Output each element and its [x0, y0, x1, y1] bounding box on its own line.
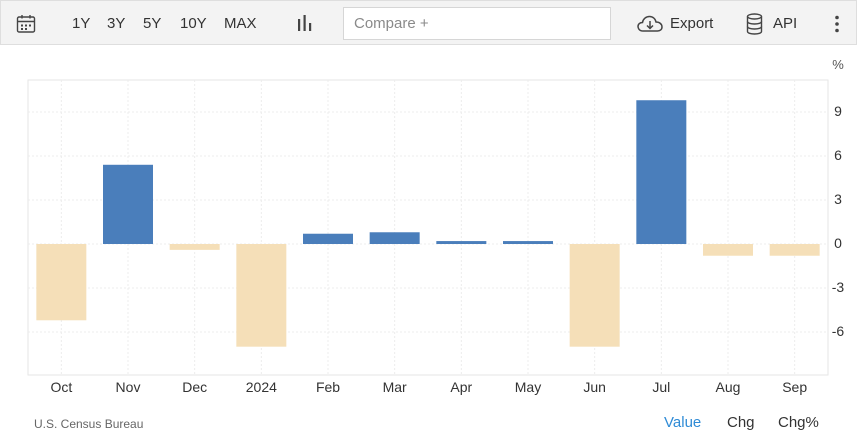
mode-chg-button[interactable]: Chg — [727, 414, 755, 431]
compare-input[interactable] — [343, 7, 611, 40]
database-icon[interactable] — [746, 13, 763, 35]
x-tick-label: Nov — [116, 379, 141, 395]
y-tick-label: 0 — [834, 235, 842, 251]
x-tick-label: Oct — [50, 379, 72, 395]
y-tick-label: -6 — [832, 323, 845, 339]
unit-label: % — [832, 57, 844, 72]
x-tick-label: 2024 — [246, 379, 277, 395]
more-options-icon[interactable] — [834, 15, 840, 33]
x-tick-label: Mar — [383, 379, 407, 395]
bar[interactable] — [236, 244, 287, 347]
y-tick-label: 3 — [834, 191, 842, 207]
x-tick-label: Dec — [182, 379, 207, 395]
chart-type-icon[interactable] — [297, 15, 313, 32]
x-tick-label: Jul — [652, 379, 670, 395]
mode-value-button[interactable]: Value — [664, 414, 702, 431]
y-tick-label: -3 — [832, 279, 845, 295]
x-tick-label: Feb — [316, 379, 340, 395]
x-tick-label: Jun — [583, 379, 606, 395]
bar[interactable] — [503, 241, 553, 244]
calendar-icon[interactable] — [16, 14, 36, 34]
range-max-button[interactable]: MAX — [224, 15, 257, 32]
x-tick-label: Apr — [450, 379, 472, 395]
bar[interactable] — [369, 232, 420, 244]
bar-chart: 9 6 3 0 -3 -6% Oct Nov Dec 2024 Feb Mar Apr May Jun Jul… — [27, 57, 845, 395]
bar[interactable] — [703, 244, 753, 256]
source-label: U.S. Census Bureau — [34, 417, 144, 431]
chart-toolbar: 1Y 3Y 5Y 10Y MAX Export API — [0, 0, 857, 45]
y-tick-label: 9 — [834, 103, 842, 119]
cloud-download-icon[interactable] — [637, 15, 663, 33]
export-button[interactable]: Export — [670, 15, 714, 32]
range-5y-button[interactable]: 5Y — [143, 15, 162, 32]
y-tick-label: 6 — [834, 147, 842, 163]
range-3y-button[interactable]: 3Y — [107, 15, 126, 32]
bar[interactable] — [436, 241, 487, 244]
mode-chg-pct-button[interactable]: Chg% — [778, 414, 819, 431]
x-tick-label: Sep — [782, 379, 807, 395]
bar[interactable] — [36, 244, 87, 321]
bar[interactable] — [769, 244, 820, 256]
range-1y-button[interactable]: 1Y — [72, 15, 91, 32]
range-10y-button[interactable]: 10Y — [180, 15, 207, 32]
bar[interactable] — [169, 244, 220, 250]
bar[interactable] — [303, 233, 353, 244]
api-button[interactable]: API — [773, 15, 798, 32]
plot-frame — [27, 79, 829, 376]
bar[interactable] — [636, 100, 687, 244]
x-tick-label: Aug — [716, 379, 741, 395]
bar[interactable] — [569, 244, 620, 347]
x-tick-label: May — [515, 379, 541, 395]
bar[interactable] — [103, 164, 153, 244]
